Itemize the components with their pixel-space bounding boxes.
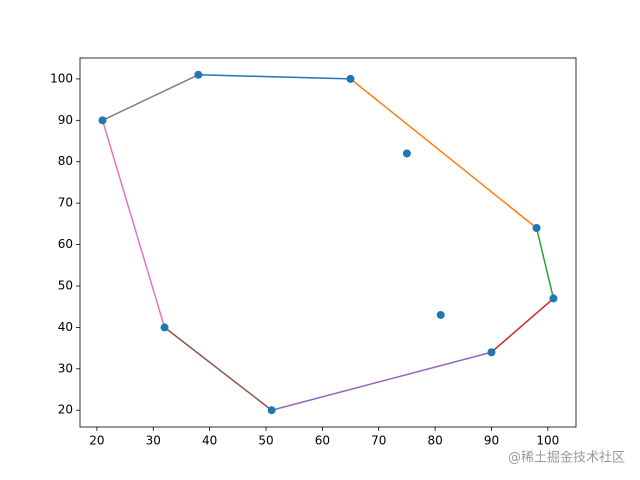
x-tick-label: 70 — [371, 434, 386, 448]
y-tick-label: 20 — [58, 403, 73, 417]
hull-segment — [490, 297, 554, 353]
x-tick-label: 90 — [484, 434, 499, 448]
scatter-point — [436, 310, 445, 319]
scatter-point — [194, 70, 203, 79]
y-tick-label: 50 — [58, 278, 73, 292]
y-tick-label: 30 — [58, 361, 73, 375]
hull-segment — [101, 120, 166, 328]
scatter-point — [346, 74, 355, 83]
x-tick-label: 20 — [89, 434, 104, 448]
hull-segment — [271, 351, 492, 411]
x-tick-label: 80 — [427, 434, 442, 448]
scatter-point — [549, 294, 558, 303]
y-tick-label: 90 — [58, 113, 73, 127]
scatter-point — [160, 323, 169, 332]
y-tick-label: 100 — [50, 71, 73, 85]
y-tick-label: 70 — [58, 196, 73, 210]
x-tick-label: 30 — [146, 434, 161, 448]
scatter-point — [267, 406, 276, 415]
watermark: @稀土掘金技术社区 — [508, 450, 625, 466]
hull-segment — [198, 74, 351, 80]
y-tick-label: 60 — [58, 237, 73, 251]
x-tick-label: 60 — [315, 434, 330, 448]
scatter-point — [532, 224, 541, 233]
x-tick-label: 100 — [536, 434, 559, 448]
x-tick-label: 40 — [202, 434, 217, 448]
y-tick-label: 80 — [58, 154, 73, 168]
hull-segment — [164, 326, 273, 411]
scatter-point — [402, 149, 411, 158]
scatter-point — [487, 348, 496, 357]
scatter-point — [98, 116, 107, 125]
y-tick-label: 40 — [58, 320, 73, 334]
hull-segment — [535, 227, 555, 299]
hull-segment — [350, 78, 538, 229]
hull-segment — [102, 74, 199, 122]
x-tick-label: 50 — [258, 434, 273, 448]
plot-frame — [79, 57, 577, 428]
